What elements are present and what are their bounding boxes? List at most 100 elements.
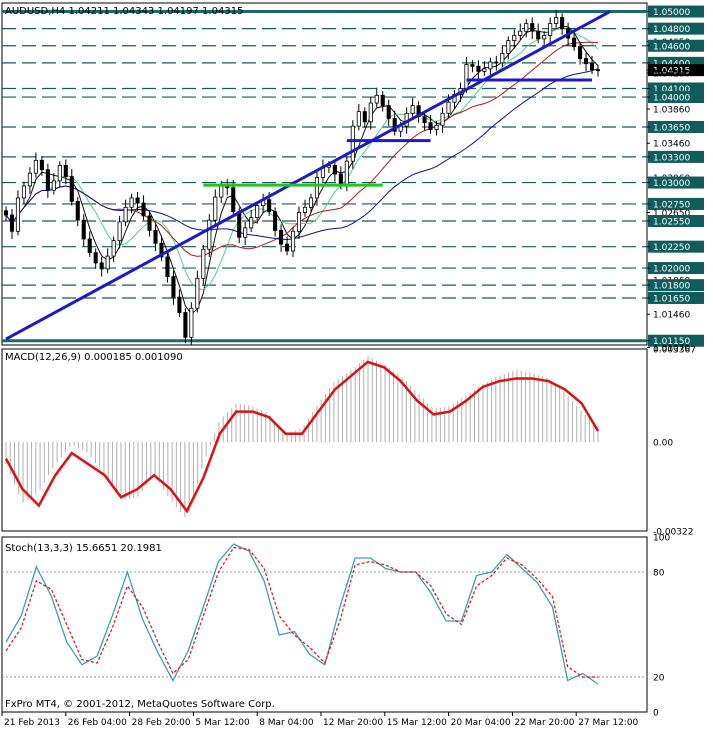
candlestick [422, 110, 427, 131]
price-tick-label: 1.03860 [653, 106, 690, 116]
candlestick [111, 236, 116, 263]
candle-body [117, 221, 122, 242]
candle-body [362, 111, 367, 123]
candle-body [39, 159, 44, 171]
candle-body [273, 211, 278, 231]
candlestick [595, 65, 601, 77]
candle-body [440, 112, 445, 126]
candle-body [75, 200, 80, 221]
price-level-tag [648, 5, 704, 18]
candlestick [572, 30, 577, 51]
candlestick [45, 163, 50, 198]
candle-body [583, 58, 589, 65]
price-axis-label: 1.02250 [647, 240, 704, 253]
candle-body [201, 248, 206, 279]
candlestick [33, 152, 38, 178]
price-tick-label: 1.04600 [653, 42, 690, 52]
price-tick-label: 1.02550 [653, 218, 690, 228]
candle-body [33, 159, 38, 174]
price-axis-label: 1.01150 [647, 334, 704, 347]
candlestick [518, 23, 523, 40]
price-tick-label: 1.04000 [653, 94, 690, 104]
candlestick [57, 161, 62, 187]
candlestick [153, 224, 158, 251]
price-level-tag [648, 197, 704, 210]
candle-body [9, 214, 15, 232]
price-level-tag [648, 334, 704, 347]
candlestick [195, 270, 200, 313]
candlestick [548, 17, 553, 44]
candlestick [392, 110, 397, 136]
candle-body [243, 227, 248, 238]
candle-body [560, 17, 565, 30]
candle-body [183, 312, 188, 338]
price-tick-label: 1.02750 [653, 200, 690, 210]
candlestick [434, 120, 439, 136]
candlestick [9, 209, 15, 239]
price-tick-label: 1.04800 [653, 25, 690, 35]
price-axis-label: 1.04600 [647, 39, 704, 52]
candle-body [589, 63, 595, 71]
candle-body [434, 124, 439, 130]
price-tick-label: 1.01460 [653, 311, 690, 321]
price-tick-label: 1.03650 [653, 123, 690, 133]
candle-body [237, 211, 242, 238]
moving-average-line [5, 68, 599, 241]
price-axis-label: 1.01650 [647, 291, 704, 304]
price-axis-label: 1.02550 [647, 215, 704, 228]
candle-body [530, 23, 535, 32]
candle-body [422, 116, 427, 124]
candlestick [500, 45, 505, 68]
panel-frame [1, 536, 648, 713]
candlestick [249, 209, 254, 233]
time-tick-label: 21 Feb 2013 [4, 718, 60, 728]
candlestick [207, 214, 212, 257]
candle-body [368, 102, 373, 123]
candlestick [87, 231, 92, 257]
candlestick [482, 61, 487, 76]
stoch-axis-label: 80 [653, 569, 665, 579]
candle-body [15, 197, 21, 232]
candle-body [135, 197, 140, 204]
time-tick-label: 22 Mar 20:00 [514, 718, 574, 728]
time-tick-label: 27 Mar 12:00 [578, 718, 638, 728]
candlestick [362, 107, 367, 128]
candlestick [560, 13, 565, 35]
candle-body [380, 94, 385, 106]
candle-body [356, 111, 361, 127]
candle-body [554, 17, 559, 24]
candlestick [81, 214, 86, 247]
price-tick-label: 1.04315 [653, 67, 690, 77]
candlestick [554, 9, 559, 28]
macd-panel[interactable]: 0.003367 0.00 -0.00322 [1, 346, 696, 538]
candle-body [165, 256, 170, 277]
candle-body [57, 165, 62, 182]
price-level-tag [648, 240, 704, 253]
candlestick [171, 270, 176, 305]
candlestick [165, 252, 170, 283]
candlestick [374, 87, 379, 108]
candle-body [578, 46, 583, 59]
price-level-tag [648, 279, 704, 292]
candlestick [21, 181, 26, 204]
price-level-tag [648, 120, 704, 133]
candle-body [332, 165, 337, 175]
candle-body [231, 187, 236, 213]
candle-body [87, 238, 92, 254]
candlestick [314, 171, 319, 206]
price-level-tag [648, 215, 704, 228]
candlestick [428, 115, 433, 134]
price-panel[interactable]: 1.050001.048001.046501.046001.044001.043… [1, 2, 704, 354]
candlestick [189, 302, 194, 345]
candlestick [99, 256, 104, 277]
stochastic-panel[interactable]: 100 80 20 0 [1, 534, 670, 719]
candle-body [494, 61, 499, 64]
price-axis-label: 1.01460 [647, 311, 690, 321]
candle-body [512, 35, 517, 42]
candle-body [129, 197, 134, 208]
candle-body [159, 242, 164, 258]
price-tick-label: 1.01800 [653, 282, 690, 292]
candle-body [482, 68, 487, 72]
candlestick [578, 42, 583, 65]
